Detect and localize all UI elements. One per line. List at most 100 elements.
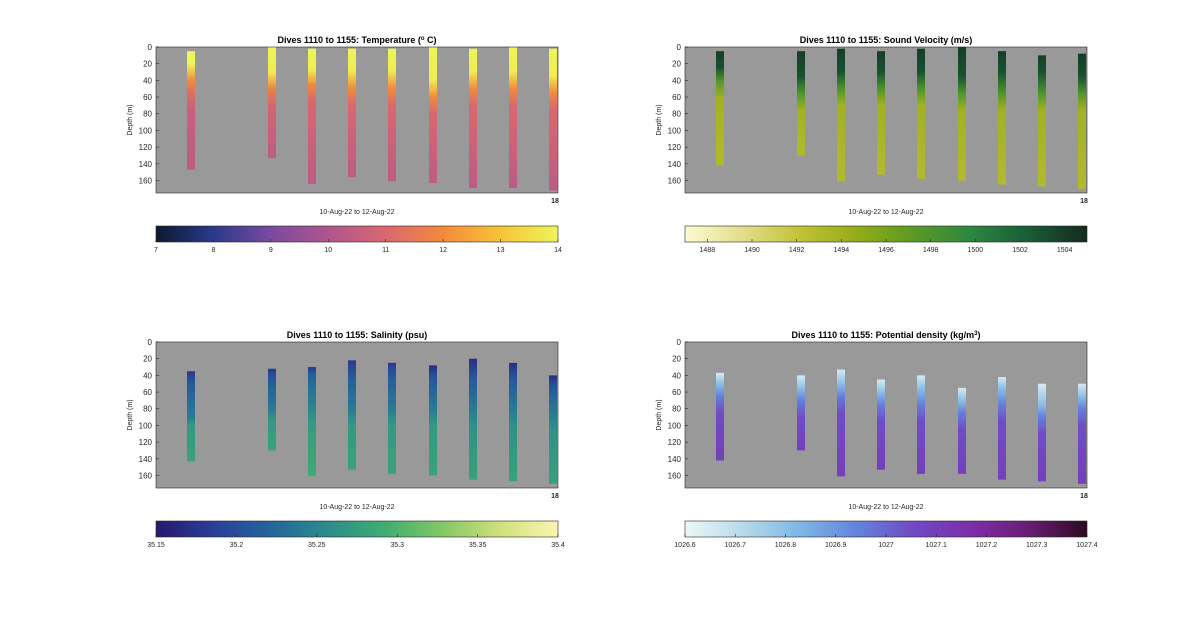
y-tick-label: 20 (143, 60, 152, 69)
y-tick-label: 120 (668, 438, 682, 447)
colorbar-tick-label: 1490 (744, 247, 760, 254)
profile-column (308, 367, 316, 477)
panel-title: Dives 1110 to 1155: Salinity (psu) (287, 330, 428, 340)
profile-column (429, 47, 437, 183)
colorbar-tick-label: 11 (382, 247, 389, 254)
y-tick-label: 120 (668, 143, 682, 152)
plot-frame (155, 46, 559, 194)
y-tick-label: 140 (139, 160, 153, 169)
profile-column (998, 377, 1006, 480)
y-tick-label: 80 (143, 110, 152, 119)
colorbar-tick-label: 1502 (1012, 247, 1028, 254)
y-tick-label: 20 (672, 355, 681, 364)
profile-column (509, 362, 517, 482)
colorbar-tick-label: 35.3 (390, 542, 404, 549)
plot-frame (684, 341, 1088, 489)
panel-sound_velocity: Dives 1110 to 1155: Sound Velocity (m/s)… (656, 35, 1088, 254)
y-tick-label: 40 (143, 371, 152, 380)
x-axis-label: 10-Aug-22 to 12-Aug-22 (848, 504, 923, 511)
x-end-tick-label: 18 (1080, 493, 1088, 500)
x-axis-label: 10-Aug-22 to 12-Aug-22 (319, 504, 394, 511)
profile-column (877, 379, 885, 470)
x-end-tick-label: 18 (1080, 198, 1088, 205)
profile-column (348, 360, 356, 470)
colorbar-tick-label: 1026.6 (674, 542, 696, 549)
y-tick-label: 120 (139, 438, 153, 447)
colorbar-tick-label: 1027.1 (926, 542, 948, 549)
colorbar-tick-label: 1027.4 (1076, 542, 1098, 549)
y-tick-label: 140 (668, 455, 682, 464)
profile-column (268, 368, 276, 451)
profile-column (187, 371, 195, 462)
profile-column (958, 47, 966, 181)
panel-potential_density: Dives 1110 to 1155: Potential density (k… (656, 330, 1098, 549)
y-axis-label: Depth (m) (127, 104, 134, 135)
y-tick-label: 60 (672, 388, 681, 397)
profile-column (388, 48, 396, 182)
y-tick-label: 100 (139, 126, 153, 135)
profile-column (1038, 55, 1046, 187)
y-tick-label: 160 (139, 176, 153, 185)
profile-column (1078, 53, 1086, 189)
y-tick-label: 60 (143, 93, 152, 102)
colorbar-tick-label: 1496 (878, 247, 894, 254)
y-tick-label: 0 (677, 43, 682, 52)
plot-frame (155, 341, 559, 489)
x-axis-label: 10-Aug-22 to 12-Aug-22 (848, 209, 923, 216)
x-end-tick-label: 18 (551, 493, 559, 500)
colorbar-tick-label: 1026.7 (725, 542, 747, 549)
colorbar-tick-label: 14 (554, 247, 562, 254)
y-tick-label: 80 (672, 110, 681, 119)
y-tick-label: 60 (143, 388, 152, 397)
y-tick-label: 100 (668, 126, 682, 135)
colorbar-tick-label: 1492 (789, 247, 805, 254)
y-tick-label: 140 (139, 455, 153, 464)
y-tick-label: 160 (668, 176, 682, 185)
colorbar-tick-label: 1026.8 (775, 542, 797, 549)
profile-column (549, 375, 557, 484)
profile-column (469, 48, 477, 188)
colorbar-tick-label: 35.4 (551, 542, 565, 549)
colorbar-tick-label: 1500 (968, 247, 984, 254)
colorbar-tick-label: 7 (154, 247, 158, 254)
plot-frame (684, 46, 1088, 194)
colorbar-tick-label: 35.25 (308, 542, 326, 549)
colorbar-tick-label: 1498 (923, 247, 939, 254)
profile-column (308, 48, 316, 184)
profile-column (837, 369, 845, 477)
profile-column (998, 51, 1006, 185)
y-tick-label: 40 (143, 76, 152, 85)
colorbar-tick-label: 9 (269, 247, 273, 254)
y-tick-label: 80 (143, 405, 152, 414)
profile-column (348, 48, 356, 178)
panel-temperature: Dives 1110 to 1155: Temperature (o C) 0 20… (127, 35, 562, 254)
y-axis-label: Depth (m) (656, 104, 663, 135)
y-tick-label: 100 (668, 421, 682, 430)
colorbar-tick-label: 13 (497, 247, 505, 254)
y-tick-label: 40 (672, 371, 681, 380)
profile-column (469, 358, 477, 480)
panel-title: Dives 1110 to 1155: Sound Velocity (m/s) (800, 35, 973, 45)
colorbar-tick-label: 35.2 (230, 542, 244, 549)
profile-column (797, 375, 805, 451)
profile-column (837, 48, 845, 182)
colorbar (155, 520, 559, 538)
profile-column (716, 51, 724, 166)
colorbar-tick-label: 10 (324, 247, 332, 254)
plot-area (685, 342, 1087, 488)
colorbar-tick-label: 35.15 (147, 542, 165, 549)
colorbar-tick-label: 35.35 (469, 542, 487, 549)
x-axis-label: 10-Aug-22 to 12-Aug-22 (319, 209, 394, 216)
colorbar-tick-label: 1027 (878, 542, 894, 549)
colorbar-tick-label: 1027.2 (976, 542, 998, 549)
colorbar-tick-label: 1504 (1057, 247, 1073, 254)
plot-area (685, 47, 1087, 193)
colorbar-tick-label: 1488 (700, 247, 716, 254)
profile-column (549, 48, 557, 191)
profile-column (917, 375, 925, 474)
y-axis-label: Depth (m) (656, 399, 663, 430)
profile-column (877, 51, 885, 175)
colorbar-tick-label: 1494 (834, 247, 850, 254)
colorbar-tick-label: 1026.9 (825, 542, 847, 549)
